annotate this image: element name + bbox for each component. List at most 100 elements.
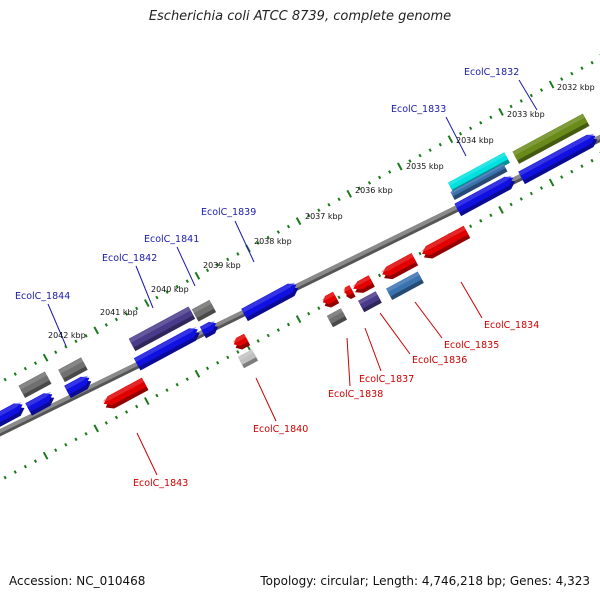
feature-purple-1836 [358,291,382,313]
feature-highlight [358,291,378,305]
feature-face [25,393,53,413]
feature-steel-1836 [386,271,424,301]
feature-red-1837 [352,275,375,293]
feature-highlight [102,378,145,402]
reverse-tick-minor [114,415,119,420]
reverse-tick-minor [377,273,382,278]
forward-tick-major [295,217,302,226]
reverse-tick-minor [489,213,493,218]
forward-tick-minor [317,208,321,212]
feature-highlight [128,306,191,343]
reverse-tick-minor [175,382,179,387]
forward-tick-minor [135,306,139,311]
forward-tick-minor [175,284,179,289]
forward-tick-major [548,80,555,89]
forward-tick-minor [54,350,58,355]
forward-tick-minor [226,257,230,262]
forward-tick-minor [377,175,382,180]
forward-tick-minor [124,312,129,316]
feature-highlight [380,253,414,273]
reverse-tick-minor [33,459,38,463]
tick-label: 2038 kbp [254,237,292,246]
forward-tick-minor [13,372,17,376]
feature-highlight [343,285,352,292]
forward-tick-minor [266,235,270,240]
feature-blue-small-a [199,321,218,339]
reverse-tick-minor [317,306,321,310]
feature-red-1840 [232,333,251,350]
feature-highlight [238,349,254,361]
reverse-tick-minor [54,448,58,453]
reverse-tick-minor [307,311,311,316]
tick-label: 2034 kbp [456,136,494,145]
feature-blue-left-b [64,375,92,399]
feature-purple-long [128,306,196,352]
tick-label: 2036 kbp [355,186,393,195]
feature-olive-top [512,113,590,164]
reverse-tick-minor [529,191,533,196]
forward-tick-minor [286,224,291,229]
feature-highlight [512,114,585,156]
forward-tick-minor [205,268,210,273]
forward-tick-minor [64,344,68,349]
forward-tick-major [346,189,352,198]
reverse-tick-minor [479,219,483,223]
feature-face [241,283,297,318]
forward-tick-minor [590,60,594,65]
reverse-tick-minor [64,442,68,447]
reverse-tick-minor [236,350,240,354]
feature-highlight [25,392,52,408]
feature-face [0,403,23,423]
reverse-tick-minor [124,410,129,414]
reverse-tick-minor [155,393,159,398]
reverse-tick-minor [590,158,594,163]
feature-highlight [321,292,335,301]
feature-cyan [447,152,510,194]
tick-label: 2037 kbp [305,212,343,221]
forward-tick-minor [276,230,280,234]
forward-tick-minor [33,361,38,365]
feature-highlight [518,133,595,176]
forward-tick-minor [74,339,78,344]
reverse-tick-minor [519,197,523,201]
forward-tick-minor [418,153,422,158]
feature-red-1843 [102,377,149,409]
tick-label: 2033 kbp [507,110,545,119]
leader-line [518,79,538,111]
forward-tick-minor [104,323,108,327]
forward-tick-minor [155,295,159,300]
feature-highlight [420,226,466,252]
feature-side [452,167,508,200]
forward-tick-minor [560,77,564,81]
forward-tick-minor [367,181,372,185]
reverse-tick-minor [84,432,88,436]
leader-line [414,301,443,339]
forward-tick-minor [23,366,27,371]
reverse-tick-major [498,205,504,214]
forward-tick-major [144,299,150,308]
tick-label: 2040 kbp [151,285,189,294]
leader-line [445,116,467,157]
leader-line [135,265,154,309]
reverse-tick-major [548,178,555,187]
feature-lightgray-1840 [237,349,259,369]
gene-label: EcolC_1839 [201,207,256,218]
genome-summary-text: Topology: circular; Length: 4,746,218 bp… [260,574,590,588]
reverse-tick-minor [23,464,27,469]
forward-tick-major [93,326,99,335]
feature-highlight [0,402,22,417]
feature-highlight [450,163,505,195]
feature-gray-small-a [191,299,217,322]
forward-tick-minor [580,66,584,70]
feature-red-1835 [380,253,419,280]
gene-label: EcolC_1836 [412,355,467,366]
feature-red-1838 [321,291,340,308]
reverse-tick-minor [469,224,473,229]
leader-line [460,281,483,319]
feature-face [64,376,90,395]
forward-tick-minor [216,263,220,267]
feature-red-1834 [420,225,471,259]
gene-label: EcolC_1841 [144,234,199,245]
tick-label: 2032 kbp [557,83,595,92]
